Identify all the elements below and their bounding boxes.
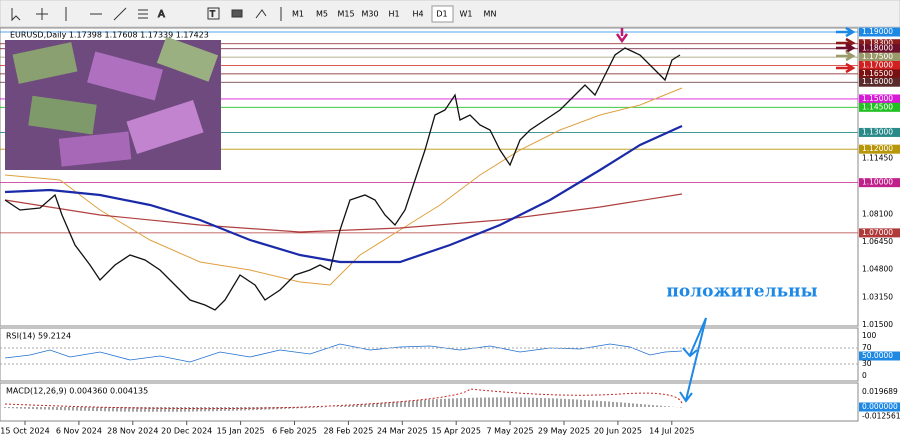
rsi-label: RSI(14) 59.2124 [6, 332, 71, 341]
level-arrow [836, 62, 856, 74]
price-label: 1.17500 [862, 52, 893, 61]
rsi-axis-label: 30 [862, 359, 872, 368]
ma-100 [4, 124, 683, 264]
news-image [5, 36, 221, 170]
level-arrow [836, 42, 856, 54]
timeframe-active [431, 5, 454, 23]
date-label: 20 Dec 2024 [161, 427, 212, 436]
level-arrow [836, 26, 856, 38]
symbol-info: EURUSD,Daily 1.17398 1.17608 1.17339 1.1… [10, 31, 209, 40]
price-tag [859, 69, 900, 79]
timeframe-button[interactable]: H4 [412, 10, 423, 19]
date-label: 24 Mar 2025 [377, 427, 428, 436]
date-label: 15 Jan 2025 [217, 427, 265, 436]
price-tag [859, 44, 900, 54]
price-label: 1.12000 [862, 144, 893, 153]
rsi-axis-label: 0 [862, 371, 867, 380]
price-tag [859, 77, 900, 87]
marker-arrow [615, 28, 629, 44]
date-label: 15 Apr 2025 [431, 427, 480, 436]
price-label: 1.16000 [862, 77, 893, 86]
price-label: 1.13000 [862, 127, 893, 136]
price-tag [859, 94, 900, 104]
date-label: 28 Nov 2024 [107, 427, 158, 436]
price-tag [859, 144, 900, 154]
timeframe-button[interactable]: M15 [337, 10, 354, 19]
macd-label: MACD(12,26,9) 0.004360 0.004135 [6, 387, 148, 396]
macd-axis-label: -0.012561 [862, 412, 900, 421]
price-label: 1.18300 [862, 39, 893, 48]
annotation-arrows [679, 317, 707, 403]
price-label: 1.17000 [862, 60, 893, 69]
ma-200 [4, 193, 683, 233]
date-label: 20 Jun 2025 [594, 427, 642, 436]
timeframe-button[interactable]: M1 [292, 10, 304, 19]
date-label: 6 Feb 2025 [272, 427, 317, 436]
date-label: 28 Feb 2025 [324, 427, 374, 436]
rsi-panel [0, 327, 859, 382]
level-arrow [836, 50, 856, 62]
rsi-axis-label: 50.0000 [862, 351, 893, 360]
date-label: 7 May 2025 [487, 427, 534, 436]
rsi-line [4, 343, 683, 363]
timeframe-button[interactable]: MN [484, 10, 497, 19]
price-label: 1.18000 [862, 44, 893, 53]
timeframe-button[interactable]: H1 [388, 10, 399, 19]
price-label: 1.14500 [862, 102, 893, 111]
price-tag [859, 27, 900, 37]
price-label: 1.16500 [862, 69, 893, 78]
price-label: 1.03150 [862, 292, 893, 301]
macd-tag [859, 402, 900, 412]
timeframe-button[interactable]: M5 [316, 10, 328, 19]
annotation: положительны [666, 282, 817, 302]
price-tag [859, 39, 900, 49]
date-label: 14 Jul 2025 [649, 427, 694, 436]
price-label: 1.06450 [862, 237, 893, 246]
price-tag [859, 60, 900, 70]
price-label: 1.11450 [862, 153, 893, 162]
price-tag [859, 228, 900, 238]
price-label: 1.01500 [862, 320, 893, 329]
rsi-tag [859, 351, 900, 361]
price-tag [859, 102, 900, 112]
rsi-axis-label: 100 [862, 331, 877, 340]
date-label: 6 Nov 2024 [56, 427, 102, 436]
timeframe-button[interactable]: M30 [361, 10, 378, 19]
date-label: 29 May 2025 [538, 427, 590, 436]
price-tag [859, 52, 900, 62]
price-label: 1.07000 [862, 228, 893, 237]
price-label: 1.15000 [862, 94, 893, 103]
price-candles [4, 47, 681, 311]
price-label: 1.19000 [862, 27, 893, 36]
macd-histogram [4, 397, 682, 412]
macd-signal [4, 388, 683, 410]
macd-axis-label: 0.019689 [862, 387, 898, 396]
price-tag [859, 127, 900, 137]
price-label: 1.08100 [862, 209, 893, 218]
date-label: 15 Oct 2024 [0, 427, 49, 436]
price-label: 1.04800 [862, 265, 893, 274]
svg-text:T: T [209, 10, 215, 19]
timeframe-button[interactable]: W1 [460, 10, 473, 19]
timeframe-button[interactable]: D1 [436, 10, 447, 19]
rsi-axis-label: 70 [862, 343, 872, 352]
price-label: 1.10000 [862, 178, 893, 187]
ma-50 [4, 87, 683, 286]
macd-axis-label: 0.000000 [862, 402, 898, 411]
price-tag [859, 178, 900, 188]
svg-text:A: A [158, 9, 165, 20]
